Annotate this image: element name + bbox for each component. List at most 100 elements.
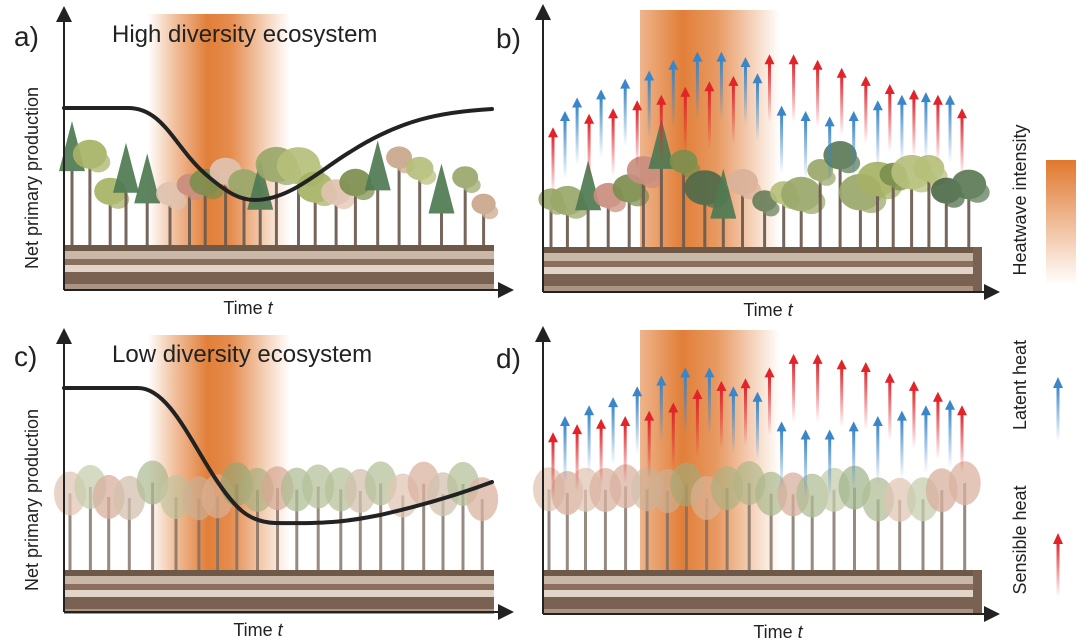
x-axis-label: Time t	[223, 298, 273, 318]
sensible-heat-arrow	[764, 54, 775, 123]
latent-heat-arrow	[680, 367, 691, 436]
forest-illustration	[59, 121, 499, 245]
sensible-legend-label: Sensible heat	[1010, 485, 1030, 594]
legend: Heatwave intensity Latent heat Sensible …	[1010, 124, 1076, 597]
latent-heat-arrow	[560, 416, 570, 484]
sensible-heat-arrow	[860, 75, 871, 144]
sensible-heat-arrow	[884, 372, 895, 441]
sensible-heat-arrow	[788, 54, 799, 123]
soil-layers	[543, 570, 973, 614]
forest-illustration	[533, 461, 981, 570]
latent-heat-arrow	[584, 405, 595, 474]
flux-arrows	[548, 51, 967, 196]
sensible-heat-arrow	[608, 108, 619, 177]
sensible-heat-arrow	[656, 94, 667, 163]
latent-heat-arrow	[800, 429, 811, 498]
latent-heat-arrow	[800, 111, 811, 179]
sensible-heat-arrow	[548, 127, 558, 196]
sensible-heat-arrow	[932, 391, 943, 460]
sensible-heat-arrow	[812, 353, 823, 422]
latent-heat-arrow	[632, 386, 643, 455]
latent-heat-arrow	[848, 111, 859, 179]
panel-d-low-diversity-fluxes: d) Time t	[496, 326, 1000, 642]
sensible-heat-arrow	[957, 108, 967, 177]
sensible-heat-arrow	[596, 418, 607, 487]
latent-heat-arrow	[920, 405, 931, 474]
y-axis-label: Net primary production	[22, 87, 42, 269]
sensible-heat-arrow	[788, 353, 799, 422]
latent-heat-arrow	[596, 89, 607, 158]
latent-heat-arrow	[656, 375, 667, 444]
npp-curve	[62, 386, 494, 526]
sensible-heat-arrow	[836, 359, 847, 428]
latent-heat-arrow	[945, 399, 955, 468]
sensible-heat-arrow	[644, 410, 655, 479]
sensible-heat-arrow	[548, 432, 558, 501]
latent-heat-arrow	[704, 367, 715, 436]
sensible-heat-arrow	[704, 81, 715, 150]
latent-legend-label: Latent heat	[1010, 340, 1030, 430]
latent-heat-arrow	[872, 416, 883, 484]
panel-a-high-diversity: a) High diversity ecosystem Net primary …	[14, 6, 514, 318]
sensible-heat-arrow	[716, 380, 727, 449]
sensible-legend-arrow	[1053, 533, 1063, 597]
panel-title: Low diversity ecosystem	[112, 341, 372, 368]
heatwave-legend-label: Heatwave intensity	[1010, 124, 1030, 275]
sensible-heat-arrow	[728, 75, 739, 144]
panel-title: High diversity ecosystem	[112, 21, 377, 48]
sensible-heat-arrow	[932, 94, 943, 163]
soil-layers	[543, 247, 973, 291]
sensible-heat-arrow	[908, 380, 919, 449]
latent-heat-arrow	[560, 111, 570, 179]
x-axis-label: Time t	[753, 622, 803, 642]
latent-heat-arrow	[776, 105, 787, 174]
latent-heat-arrow	[848, 421, 859, 490]
latent-heat-arrow	[776, 421, 787, 490]
latent-heat-arrow	[740, 57, 751, 125]
sensible-heat-arrow	[884, 84, 895, 152]
sensible-heat-arrow	[957, 405, 967, 474]
latent-heat-arrow	[896, 94, 907, 163]
sensible-heat-arrow	[764, 367, 775, 436]
panel-letter: a)	[14, 21, 39, 52]
sensible-heat-arrow	[572, 424, 583, 493]
sensible-heat-arrow	[908, 89, 919, 158]
panel-letter: d)	[496, 343, 521, 374]
latent-heat-arrow	[896, 410, 907, 479]
heatwave-legend-swatch	[1046, 160, 1076, 285]
sensible-heat-arrow	[668, 402, 679, 471]
x-axis-label: Time t	[743, 300, 793, 320]
sensible-heat-arrow	[632, 100, 643, 169]
latent-heat-arrow	[608, 397, 619, 466]
forest-illustration	[538, 118, 990, 247]
sensible-heat-arrow	[584, 113, 595, 182]
soil-layers	[64, 245, 494, 289]
sensible-heat-arrow	[740, 378, 751, 447]
latent-heat-arrow	[945, 94, 955, 163]
panel-b-high-diversity-fluxes: b) Time t	[496, 4, 1000, 320]
y-axis-label: Net primary production	[22, 409, 42, 591]
sensible-heat-arrow	[836, 67, 847, 136]
latent-heat-arrow	[872, 100, 883, 169]
panel-c-low-diversity: c) Low diversity ecosystem Net primary p…	[14, 328, 514, 640]
sensible-heat-arrow	[860, 362, 871, 430]
sensible-heat-arrow	[680, 86, 691, 155]
sensible-heat-arrow	[812, 59, 823, 128]
panel-letter: b)	[496, 23, 521, 54]
latent-heat-arrow	[728, 386, 739, 455]
latent-heat-arrow	[920, 92, 931, 161]
latent-heat-arrow	[716, 51, 727, 120]
sensible-heat-arrow	[620, 416, 631, 484]
forest-illustration	[54, 460, 499, 570]
sensible-heat-arrow	[692, 389, 703, 457]
latent-heat-arrow	[824, 429, 835, 498]
latent-heat-arrow	[572, 97, 583, 166]
latent-heat-arrow	[620, 78, 631, 147]
soil-layers	[64, 570, 494, 614]
latent-legend-arrow	[1053, 377, 1063, 441]
latent-heat-arrow	[752, 73, 763, 142]
flux-arrows	[548, 353, 967, 501]
panel-letter: c)	[14, 341, 37, 372]
x-axis-label: Time t	[233, 620, 283, 640]
